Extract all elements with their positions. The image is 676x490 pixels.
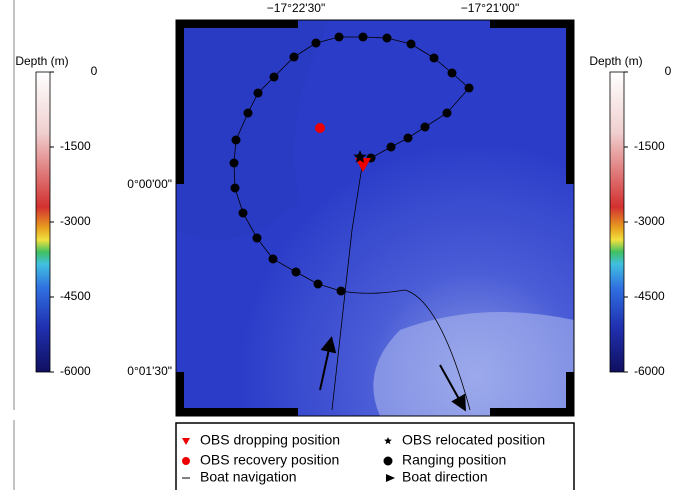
colorbar-tick-label: -1500 [634,139,665,153]
colorbar-tick-label: -4500 [60,289,91,303]
ranging-position [312,39,321,48]
ranging-position [443,109,452,118]
ranging-position [290,53,299,62]
legend-label: Ranging position [402,452,506,468]
ranging-position [269,255,278,264]
legend-label: OBS relocated position [402,432,545,448]
obs-recovery [315,123,325,133]
y-label: 0°01'30" [127,364,172,378]
ranging-position [253,234,262,243]
legend-symbol [384,457,393,466]
ranging-position [421,123,430,132]
ranging-position [239,209,248,218]
ranging-position [230,159,239,168]
ranging-position [335,33,344,42]
colorbar-title: Depth (m) [589,54,642,68]
ranging-position [387,143,396,152]
colorbar-tick-label: -3000 [634,214,665,228]
ranging-position [254,89,263,98]
colorbar-tick-label: 0 [91,64,98,78]
ranging-position [465,84,474,93]
ranging-position [314,280,323,289]
x-label: −17°22'30" [267,1,325,15]
ranging-position [404,134,413,143]
ranging-position [359,33,368,42]
legend-label: Boat navigation [200,469,297,485]
colorbar-tick-label: -3000 [60,214,91,228]
ranging-position [270,73,279,82]
colorbar-tick-label: -6000 [60,364,91,378]
ranging-position [337,287,346,296]
colorbar-tick-label: -4500 [634,289,665,303]
colorbar-title: Depth (m) [15,54,68,68]
ranging-position [448,69,457,78]
legend-label: OBS recovery position [200,452,339,468]
ranging-position [244,109,253,118]
colorbar-tick-label: 0 [665,64,672,78]
colorbar [610,72,624,372]
y-label: 0°00'00" [127,177,172,191]
x-label: −17°21'00" [461,1,519,15]
legend-label: Boat direction [402,469,488,485]
legend-label: OBS dropping position [200,432,340,448]
ranging-position [383,34,392,43]
colorbar-tick-label: -6000 [634,364,665,378]
ranging-position [407,40,416,49]
colorbar-tick-label: -1500 [60,139,91,153]
ranging-position [292,268,301,277]
figure: −17°22'30" −17°21'00" 0°00'00" 0°01'30" … [0,0,676,490]
ranging-position [231,184,240,193]
legend-symbol [182,457,190,465]
colorbar [36,72,50,372]
ranging-position [430,54,439,63]
ranging-position [232,136,241,145]
